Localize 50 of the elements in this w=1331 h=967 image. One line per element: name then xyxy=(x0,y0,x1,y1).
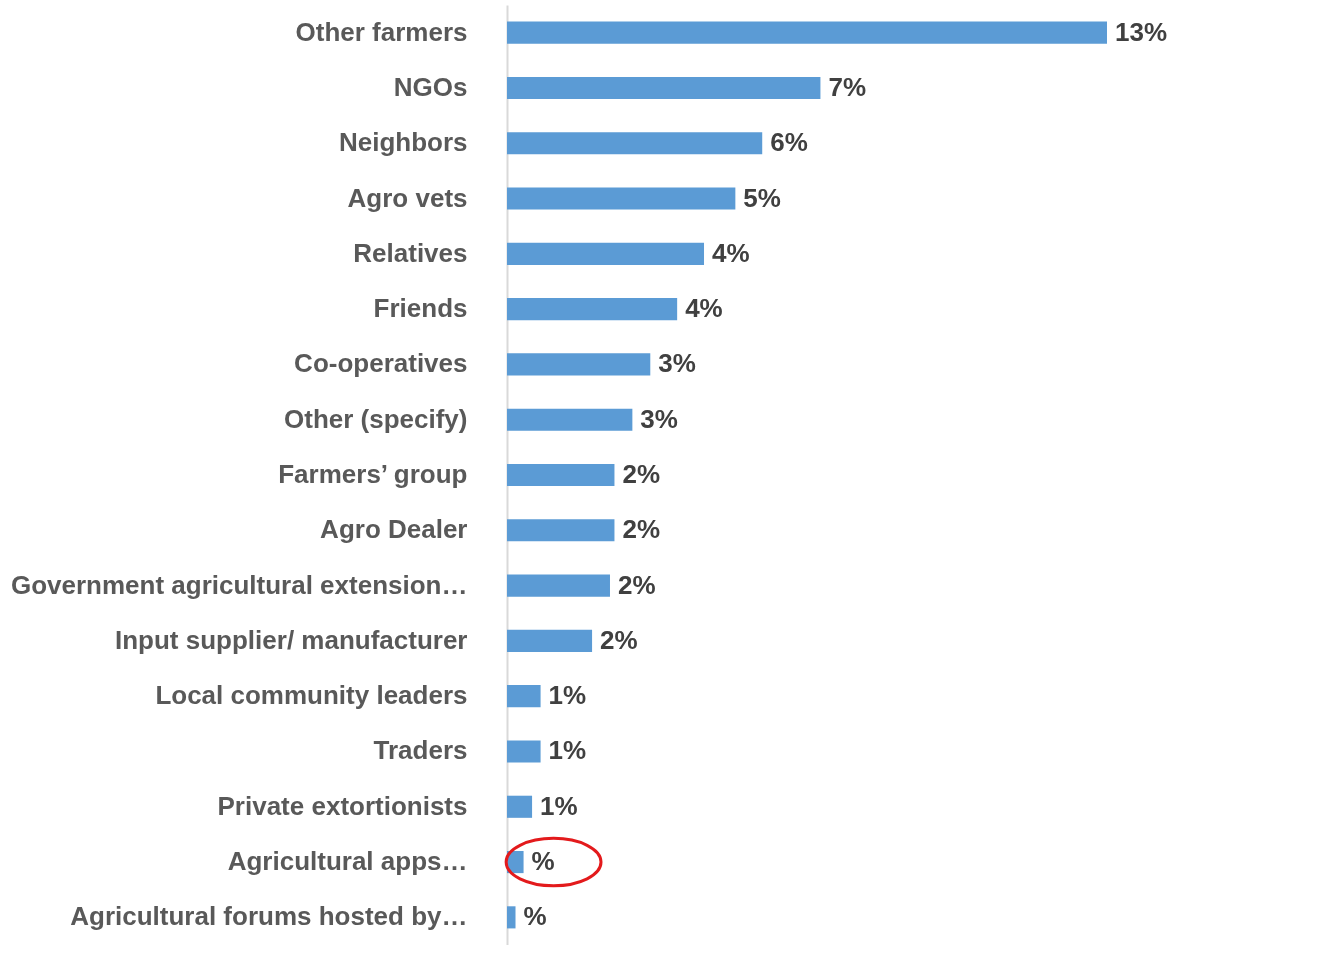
data-label: 4% xyxy=(685,293,723,324)
bar xyxy=(507,685,541,708)
y-tick-label: Other (specify) xyxy=(284,403,468,434)
y-tick-label: Agro Dealer xyxy=(320,514,468,545)
data-label: 2% xyxy=(617,569,656,600)
y-tick-label: Neighbors xyxy=(338,127,468,158)
bar xyxy=(507,298,678,321)
y-tick-label: Input supplier/ manufacturer xyxy=(115,624,468,655)
bar xyxy=(507,187,736,210)
bar xyxy=(507,242,705,265)
y-tick-label: Relatives xyxy=(353,237,468,268)
data-label: 13% xyxy=(1115,16,1168,47)
bar xyxy=(507,132,763,155)
data-label: 3% xyxy=(658,348,696,379)
bar xyxy=(507,629,593,652)
y-tick-label: Friends xyxy=(373,293,468,324)
y-tick-label: Co-operatives xyxy=(294,348,468,379)
y-tick-label: Local community leaders xyxy=(155,680,468,711)
y-tick-label: Government agricultural extension… xyxy=(10,569,468,600)
bar xyxy=(507,740,541,763)
y-tick-label: NGOs xyxy=(393,71,468,102)
y-tick-label: Agro vets xyxy=(347,182,468,213)
y-tick-label: Farmers’ group xyxy=(278,459,468,489)
bar xyxy=(507,353,651,376)
data-label: 4% xyxy=(712,237,750,268)
y-tick-label: Agricultural forums hosted by… xyxy=(70,901,468,932)
y-tick-label: Private extortionists xyxy=(217,790,468,821)
bar xyxy=(507,21,1107,44)
y-tick-label: Other farmers xyxy=(295,16,468,47)
bar xyxy=(507,519,615,542)
data-label: 2% xyxy=(622,459,661,489)
data-label: % xyxy=(531,846,555,877)
y-tick-label: Agricultural apps… xyxy=(227,846,468,877)
data-label: 1% xyxy=(548,680,587,711)
data-label: 5% xyxy=(743,182,781,213)
data-label: 2% xyxy=(600,624,638,655)
data-label: 2% xyxy=(622,514,661,545)
data-label: 1% xyxy=(548,735,587,766)
data-label: 7% xyxy=(828,71,867,102)
bar xyxy=(507,906,516,929)
bar xyxy=(507,574,610,597)
bar xyxy=(507,76,821,99)
bar xyxy=(507,408,633,431)
data-label: 3% xyxy=(640,403,678,434)
bar xyxy=(507,463,615,487)
data-label: 1% xyxy=(540,790,578,821)
y-tick-label: Traders xyxy=(373,735,468,766)
data-label: % xyxy=(523,901,547,932)
data-label: 6% xyxy=(770,127,808,158)
bar xyxy=(507,795,533,818)
